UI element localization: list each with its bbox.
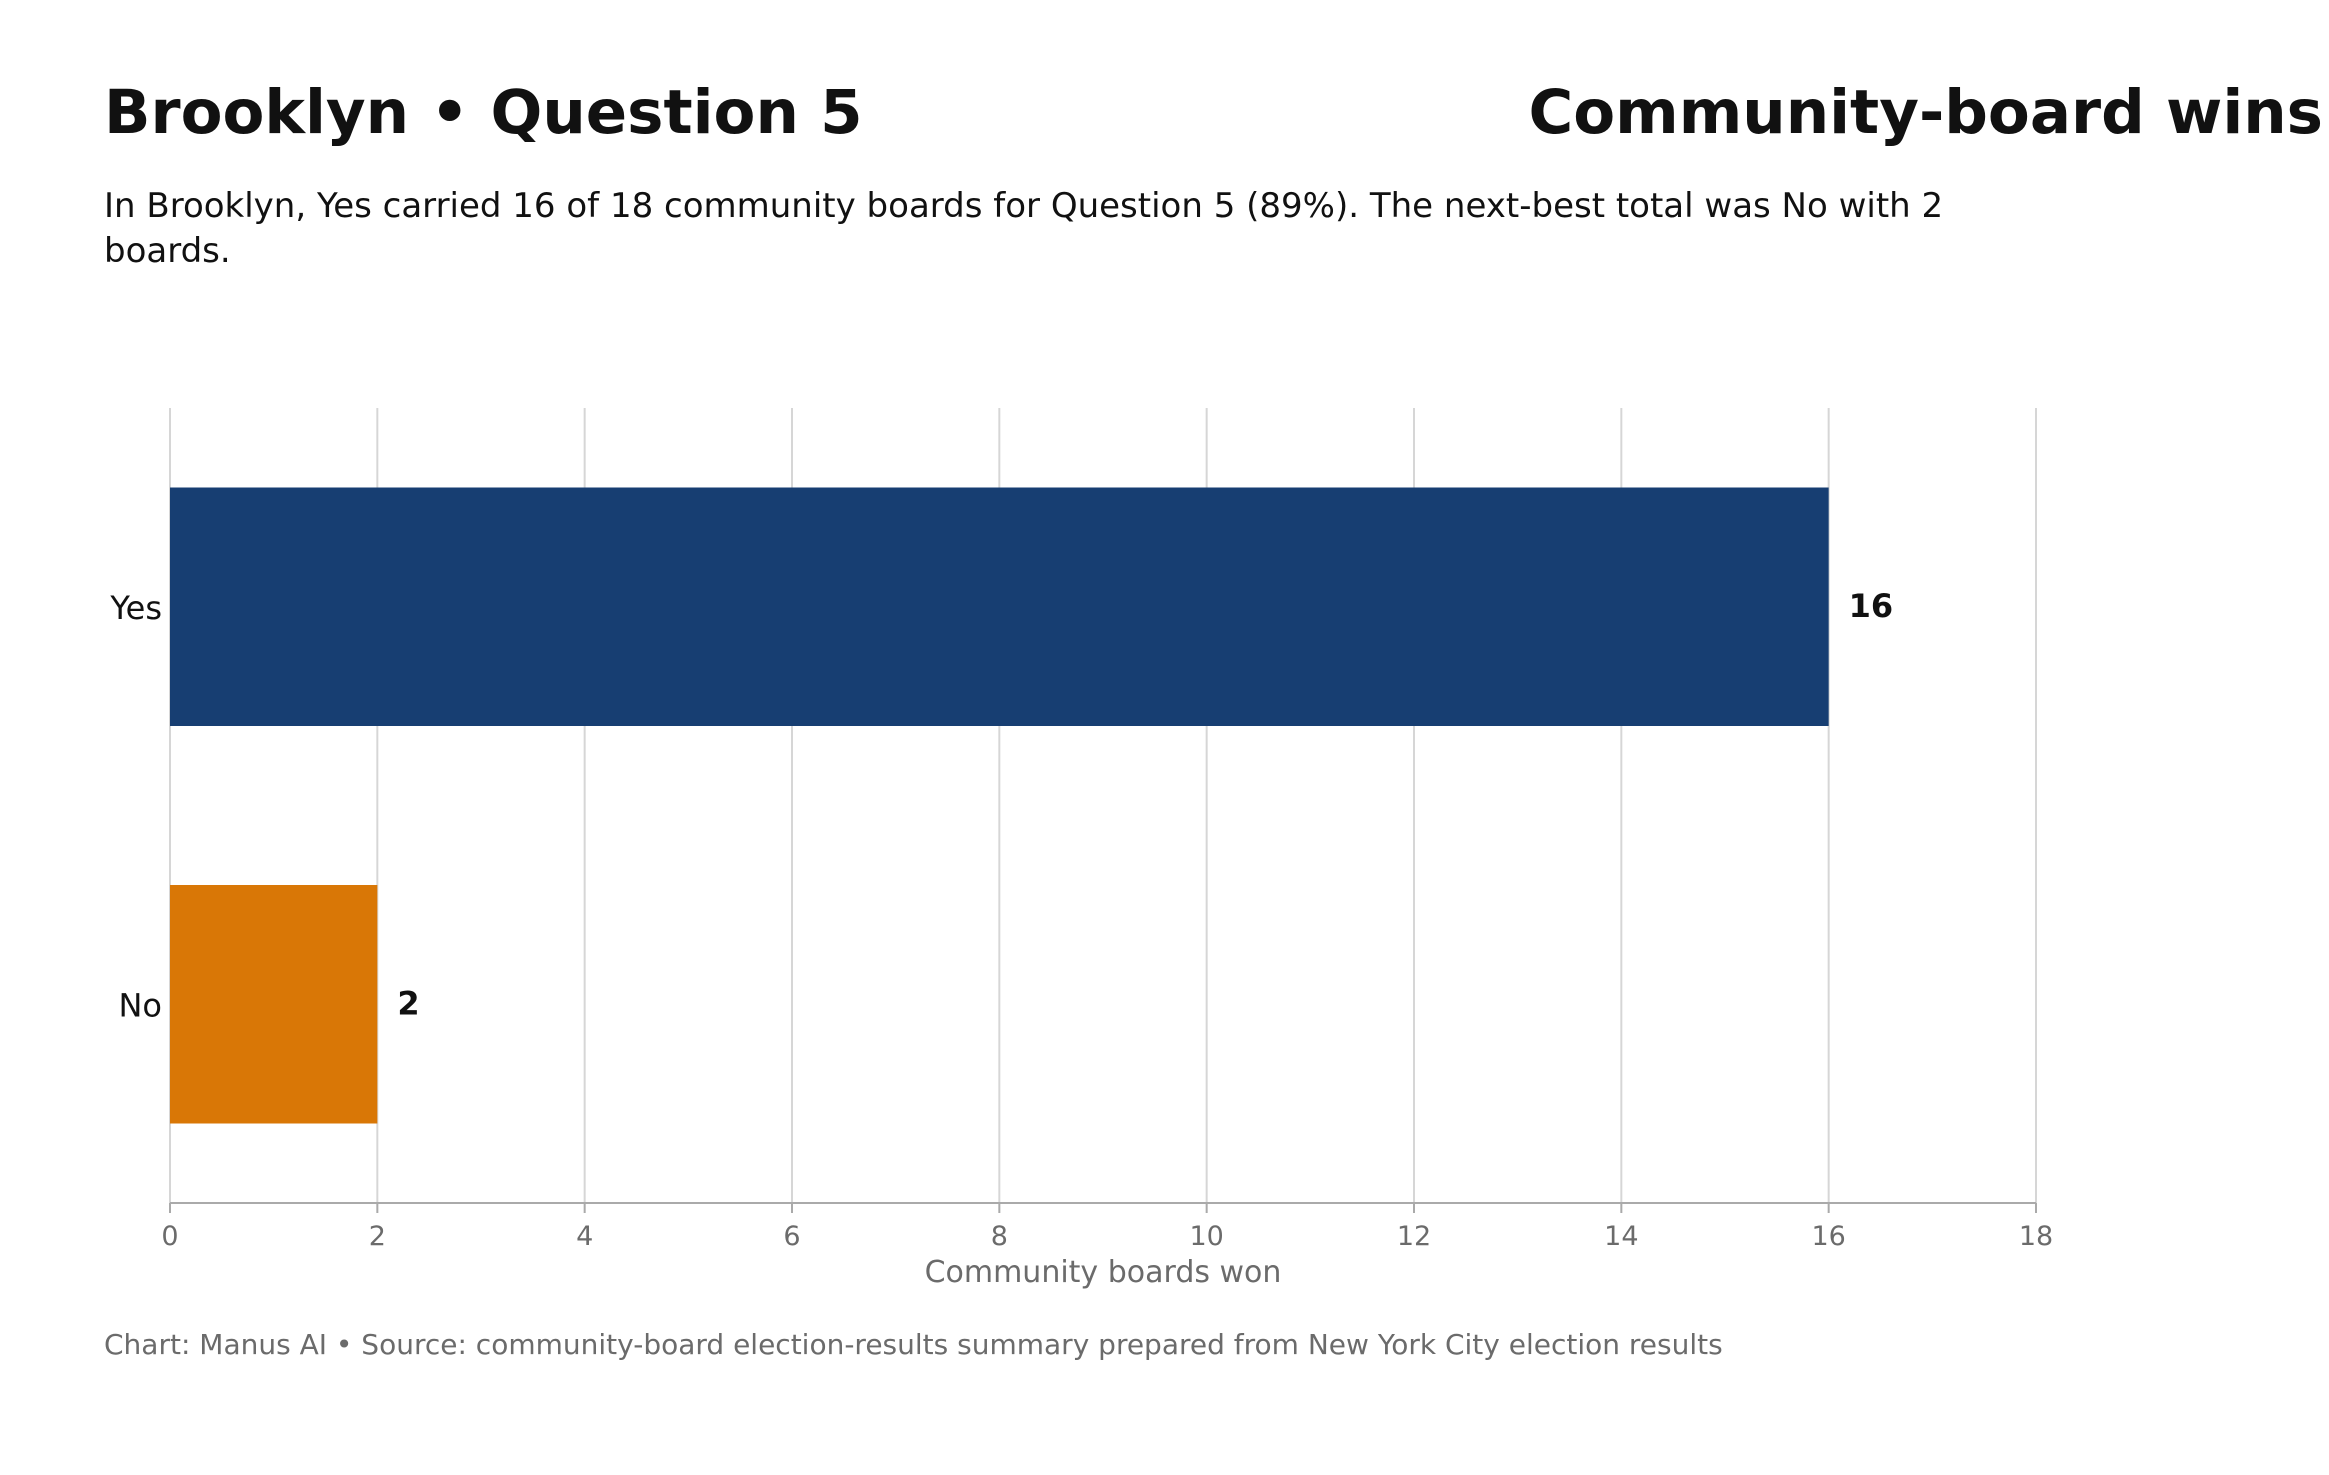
x-tick-label: 0 — [161, 1221, 178, 1252]
x-tick-label: 8 — [991, 1221, 1008, 1252]
bar-yes — [170, 487, 1829, 726]
category-label: No — [118, 986, 162, 1024]
chart-title: Brooklyn • Question 5 — [104, 77, 863, 148]
x-tick-label: 14 — [1604, 1221, 1638, 1252]
x-axis-title: Community boards won — [925, 1255, 1282, 1290]
x-tick-label: 18 — [2019, 1221, 2053, 1252]
x-tick-label: 2 — [369, 1221, 386, 1252]
bar-no — [170, 885, 378, 1124]
category-label: Yes — [109, 589, 162, 627]
x-tick-label: 16 — [1811, 1221, 1845, 1252]
labels: Yes 16 No 2 — [109, 587, 1893, 1025]
x-tick-label: 6 — [783, 1221, 800, 1252]
x-tick-label: 12 — [1397, 1221, 1431, 1252]
data-label: 2 — [397, 984, 419, 1022]
x-axis: 0 2 4 6 8 10 12 14 16 18 Community boards won — [161, 1202, 2053, 1290]
bars — [170, 487, 1829, 1124]
chart-subtitle: In Brooklyn, Yes carried 16 of 18 commun… — [104, 186, 1944, 271]
x-tick-label: 4 — [576, 1221, 593, 1252]
chart-title-secondary: Community-board wins — [1528, 77, 2323, 148]
data-label: 16 — [1849, 587, 1894, 625]
x-tick-label: 10 — [1189, 1221, 1223, 1252]
source-note: Chart: Manus AI • Source: community-boar… — [104, 1328, 1723, 1361]
